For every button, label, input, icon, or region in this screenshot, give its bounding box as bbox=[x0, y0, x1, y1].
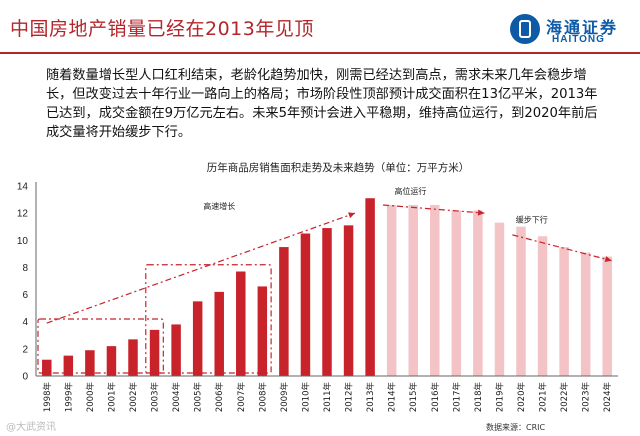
bar-actual-2001年 bbox=[106, 346, 117, 376]
decline-trend-arrow-head bbox=[604, 256, 612, 263]
range-box-1998-2003 bbox=[37, 318, 164, 374]
data-source: 数据来源：CRIC bbox=[486, 423, 546, 432]
x-tick-label: 2000年 bbox=[85, 382, 96, 413]
bar-actual-2010年 bbox=[300, 233, 311, 376]
bar-forecast-2019年 bbox=[494, 222, 505, 376]
x-tick-label: 2004年 bbox=[171, 382, 182, 413]
bar-forecast-2022年 bbox=[559, 247, 569, 376]
logo-chinese-text: 海通证券 bbox=[546, 18, 619, 37]
bar-forecast-2014年 bbox=[386, 205, 397, 376]
x-tick-label: 2021年 bbox=[538, 382, 549, 413]
haitong-logo: 海通证券 HAITONG bbox=[510, 14, 634, 48]
chart-title: 历年商品房销售面积走势及未来趋势（单位：万平方米） bbox=[207, 161, 470, 174]
bar-actual-2007年 bbox=[236, 271, 246, 376]
x-tick-label: 2011年 bbox=[322, 382, 333, 413]
y-tick-label: 14 bbox=[17, 182, 29, 193]
bar-actual-2012年 bbox=[343, 225, 354, 376]
bar-forecast-2015年 bbox=[408, 205, 418, 376]
x-tick-label: 2006年 bbox=[214, 382, 225, 413]
x-tick-label: 2024年 bbox=[602, 382, 613, 413]
x-tick-label: 2014年 bbox=[387, 382, 398, 413]
x-tick-label: 2002年 bbox=[128, 382, 139, 413]
page-title: 中国房地产销量已经在2013年见顶 bbox=[10, 18, 314, 40]
x-tick-label: 2008年 bbox=[257, 382, 268, 413]
x-tick-label: 2022年 bbox=[559, 382, 570, 413]
x-tick-label: 2016年 bbox=[430, 382, 441, 413]
x-tick-label: 1998年 bbox=[42, 382, 53, 413]
annotation-label: 缓步下行 bbox=[516, 215, 548, 225]
y-axis: 0 2 4 6 8 10 12 14 bbox=[17, 182, 37, 383]
y-tick-label: 10 bbox=[17, 236, 29, 247]
x-tick-label: 2013年 bbox=[365, 382, 376, 413]
y-tick-label: 6 bbox=[22, 290, 28, 301]
haitong-logo-icon bbox=[510, 14, 540, 44]
bar-forecast-2024年 bbox=[602, 256, 612, 376]
x-tick-label: 2012年 bbox=[344, 382, 355, 413]
x-axis: 1998年 1999年 2000年 2001年 2002年 2003年 2004年 2005年… bbox=[36, 375, 618, 413]
bar-actual-2008年 bbox=[257, 286, 268, 376]
bar-actual-2002年 bbox=[128, 339, 138, 376]
y-tick-label: 8 bbox=[22, 263, 28, 274]
x-tick-label: 1999年 bbox=[63, 382, 74, 413]
bar-forecast-2020年 bbox=[516, 226, 526, 376]
bars-group bbox=[42, 198, 612, 376]
annotation-label: 高速增长 bbox=[203, 201, 235, 211]
y-tick-label: 4 bbox=[22, 317, 28, 328]
bar-actual-1999年 bbox=[63, 355, 74, 376]
x-tick-label: 2001年 bbox=[106, 382, 117, 413]
bar-forecast-2018年 bbox=[473, 210, 483, 376]
header-divider bbox=[0, 52, 640, 54]
annotation-label: 高位运行 bbox=[394, 186, 426, 196]
y-tick-label: 12 bbox=[17, 209, 29, 220]
x-tick-label: 2009年 bbox=[279, 382, 290, 413]
bar-actual-2003年 bbox=[149, 329, 160, 376]
bar-forecast-2021年 bbox=[537, 236, 548, 376]
x-tick-label: 2020年 bbox=[516, 382, 527, 413]
bar-actual-2004年 bbox=[171, 324, 181, 376]
x-tick-label: 2005年 bbox=[193, 382, 204, 413]
x-tick-label: 2023年 bbox=[581, 382, 592, 413]
range-box-2003-2008 bbox=[145, 264, 272, 374]
growth-trend-arrow-head bbox=[348, 212, 356, 219]
bar-actual-2000年 bbox=[85, 350, 95, 376]
plateau-trend-arrow-head bbox=[477, 209, 485, 216]
bar-forecast-2017年 bbox=[451, 210, 462, 376]
sales-area-chart: 历年商品房销售面积走势及未来趋势（单位：万平方米） 0 2 4 6 8 10 12 14 19… bbox=[17, 161, 618, 413]
plateau-trend-arrow-line bbox=[382, 204, 485, 214]
logo-english-text: HAITONG bbox=[552, 34, 605, 45]
growth-trend-arrow-line bbox=[46, 212, 356, 324]
x-tick-label: 2010年 bbox=[300, 382, 311, 413]
y-tick-label: 2 bbox=[22, 344, 28, 355]
watermark: @大武资讯 bbox=[6, 422, 56, 433]
bar-actual-2009年 bbox=[279, 247, 289, 376]
bar-forecast-2016年 bbox=[430, 205, 440, 376]
bar-actual-2006年 bbox=[214, 291, 224, 376]
x-tick-label: 2018年 bbox=[473, 382, 484, 413]
bar-forecast-2023年 bbox=[580, 252, 591, 376]
bar-actual-1998年 bbox=[42, 359, 52, 376]
y-tick-label: 0 bbox=[22, 372, 28, 383]
x-tick-label: 2015年 bbox=[408, 382, 419, 413]
bar-actual-2005年 bbox=[192, 301, 203, 376]
x-tick-label: 2007年 bbox=[236, 382, 247, 413]
x-tick-label: 2019年 bbox=[494, 382, 505, 413]
summary-paragraph: 随着数量增长型人口红利结束，老龄化趋势加快，刚需已经达到高点，需求未来几年会稳步… bbox=[46, 68, 598, 140]
x-tick-label: 2017年 bbox=[451, 382, 462, 413]
bar-actual-2013年 bbox=[365, 198, 375, 376]
decline-trend-arrow-line bbox=[512, 234, 612, 262]
bar-actual-2011年 bbox=[322, 228, 332, 376]
x-tick-label: 2003年 bbox=[150, 382, 161, 413]
